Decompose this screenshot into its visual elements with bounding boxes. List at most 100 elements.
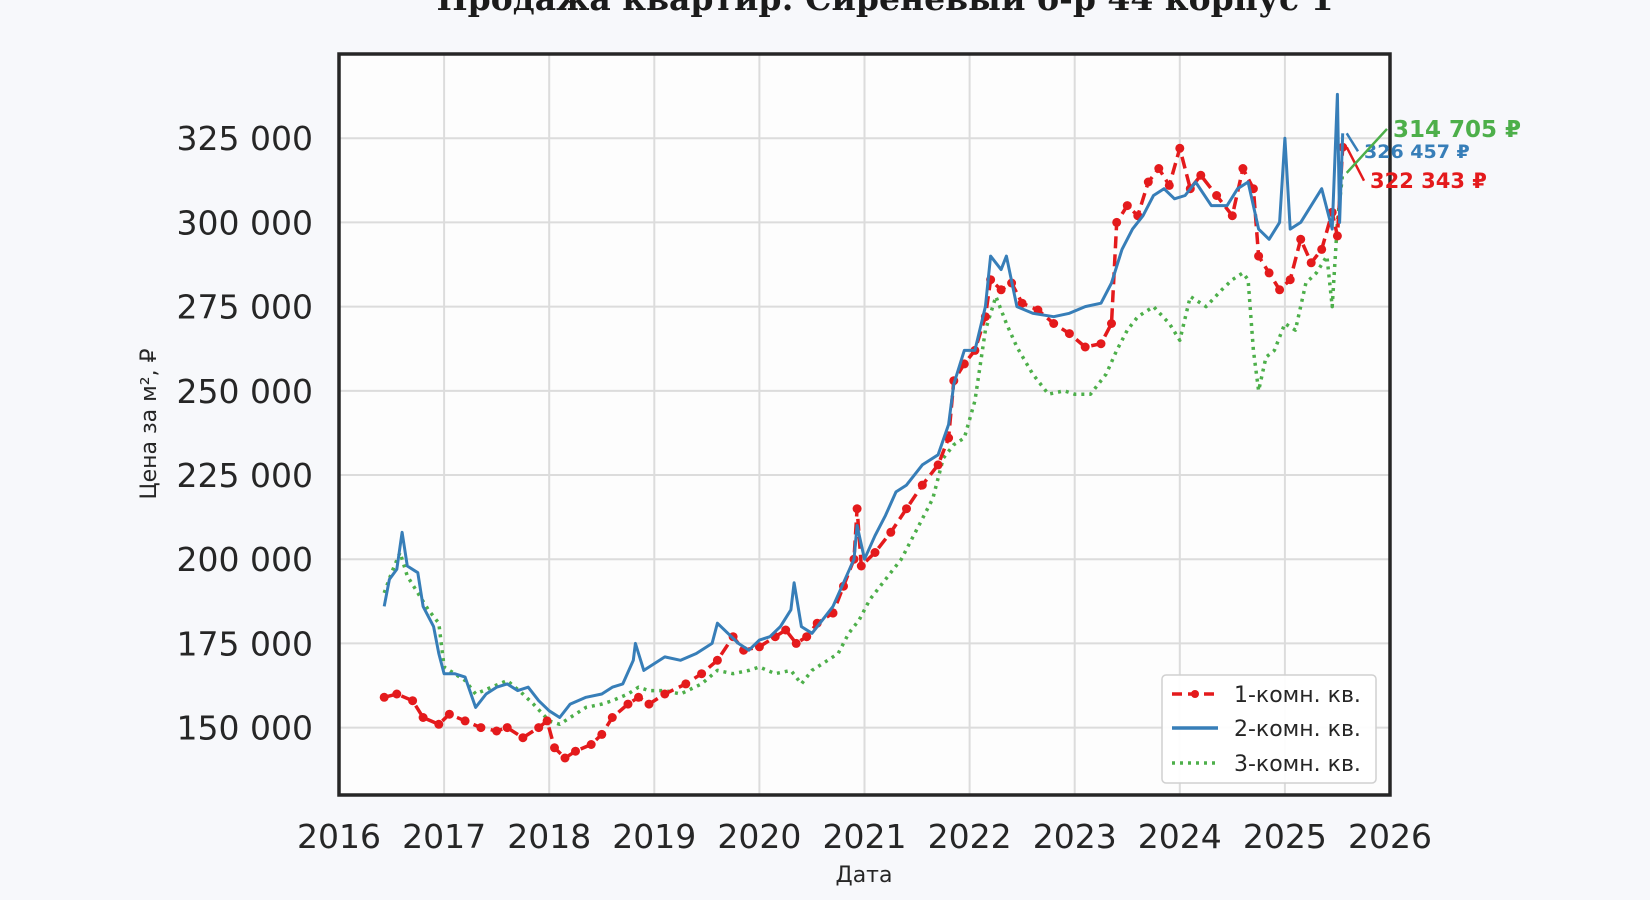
series-1-point-8 (492, 726, 502, 736)
plot-area (337, 52, 1392, 797)
y-tick-label-150000: 150 000 (177, 709, 313, 748)
y-tick-label-225000: 225 000 (177, 456, 313, 495)
series-1-point-58 (1107, 319, 1116, 328)
series-1-point-0 (379, 692, 389, 702)
series-1-point-11 (534, 723, 544, 733)
series-line-1 (383, 146, 1345, 760)
series-1-point-78 (1317, 244, 1327, 254)
series-2 (382, 92, 1345, 719)
y-axis-label: Цена за м², ₽ (137, 348, 162, 499)
series-1-point-77 (1306, 258, 1316, 268)
series-1-point-54 (1049, 319, 1059, 328)
x-tick-label-2019: 2019 (612, 817, 696, 856)
series-1-point-41 (902, 504, 911, 514)
x-axis-label: Дата (836, 863, 893, 888)
end-label-3: 314 705 ₽ (1393, 117, 1521, 143)
series-1-point-13 (550, 743, 559, 753)
y-tick-label-175000: 175 000 (177, 624, 313, 663)
series-1-point-10 (518, 733, 528, 743)
series-1-point-5 (444, 709, 454, 719)
series-1-point-70 (1238, 164, 1248, 173)
y-tick-label-275000: 275 000 (177, 288, 313, 327)
series-1-point-62 (1143, 177, 1153, 187)
series-1 (379, 142, 1348, 763)
legend-label-3: 3-комн. кв. (1234, 752, 1361, 777)
series-1-point-25 (712, 655, 722, 665)
series-1-point-15 (571, 746, 580, 756)
series-1-point-7 (476, 723, 486, 733)
series-1-point-76 (1296, 234, 1306, 244)
series-1-point-38 (856, 561, 866, 571)
legend-marker-1 (1191, 690, 1199, 698)
series-1-point-72 (1254, 251, 1264, 261)
series-1-point-73 (1264, 268, 1274, 278)
series-1-point-28 (754, 642, 764, 652)
x-tick-label-2023: 2023 (1033, 817, 1117, 856)
x-tick-label-2016: 2016 (297, 817, 381, 856)
x-tick-label-2020: 2020 (717, 817, 801, 856)
legend-item-3: 3-комн. кв. (1172, 752, 1361, 777)
series-1-point-19 (623, 699, 633, 709)
series-1-point-53 (1033, 305, 1043, 315)
series-1-point-50 (996, 285, 1006, 295)
y-tick-label-200000: 200 000 (177, 540, 313, 579)
end-label-connector-3 (1345, 128, 1388, 174)
x-tick-label-2021: 2021 (823, 817, 907, 856)
series-1-point-31 (791, 638, 801, 648)
end-label-1: 322 343 ₽ (1370, 169, 1487, 193)
series-1-point-69 (1227, 211, 1237, 221)
series-1-point-60 (1122, 201, 1132, 211)
series-1-point-3 (418, 713, 428, 722)
series-1-point-37 (852, 504, 862, 514)
x-tick-label-2025: 2025 (1243, 817, 1327, 856)
y-tick-label-325000: 325 000 (177, 119, 313, 158)
end-labels: 322 343 ₽ 326 457 ₽314 705 ₽ (1345, 117, 1521, 193)
series-1-point-40 (886, 527, 896, 537)
series-1-point-64 (1164, 180, 1174, 190)
legend-item-2: 2-комн. кв. (1172, 717, 1361, 742)
series-1-point-52 (1017, 298, 1027, 308)
series-1-point-65 (1175, 143, 1185, 153)
y-tick-label-300000: 300 000 (177, 203, 313, 242)
series-1-point-20 (634, 692, 643, 702)
y-axis-ticks: 150 000 175 000 200 000 225 000 250 000 275 0… (177, 119, 313, 747)
x-tick-label-2018: 2018 (507, 817, 591, 856)
series-1-point-1 (392, 689, 402, 699)
x-tick-label-2024: 2024 (1138, 817, 1222, 856)
series-1-point-6 (460, 716, 470, 726)
series-1-point-14 (560, 753, 570, 763)
series-1-point-32 (802, 632, 812, 642)
series-1-point-74 (1275, 285, 1285, 295)
series-line-3 (382, 172, 1345, 727)
series-1-point-24 (697, 669, 707, 679)
series-1-point-22 (660, 689, 670, 699)
series-1-point-67 (1196, 170, 1206, 180)
series-1-point-18 (607, 713, 617, 722)
series-1-point-4 (434, 719, 444, 729)
series-1-point-75 (1285, 275, 1295, 285)
series-1-point-9 (502, 723, 512, 733)
series-1-point-17 (597, 729, 607, 739)
series-1-point-59 (1112, 217, 1122, 227)
series-1-point-43 (933, 460, 943, 470)
chart-title: Продажа квартир: Сиреневый б-р 44 корпус… (436, 0, 1333, 18)
x-tick-label-2022: 2022 (928, 817, 1012, 856)
series-1-point-55 (1064, 329, 1074, 339)
series-1-point-12 (542, 716, 552, 726)
series-1-point-2 (408, 696, 418, 706)
legend-label-1: 1-комн. кв. (1234, 683, 1361, 708)
series-1-point-80 (1332, 231, 1342, 241)
legend-box (1161, 674, 1377, 784)
series-1-point-39 (870, 548, 880, 557)
end-label-2: 326 457 ₽ (1364, 141, 1470, 163)
series-1-point-16 (586, 740, 596, 749)
series-1-point-21 (644, 699, 654, 709)
series-1-point-44 (944, 433, 954, 443)
x-tick-label-2026: 2026 (1348, 817, 1432, 856)
series-1-point-68 (1212, 191, 1222, 200)
legend: 1-комн. кв. 2-комн. кв. 3-комн. кв. (1161, 674, 1377, 784)
series-1-point-23 (681, 679, 691, 689)
x-tick-label-2017: 2017 (402, 817, 486, 856)
x-axis-ticks: 2016 2017 2018 2019 2020 2021 2022 2023 2024 2025… (297, 817, 1432, 856)
